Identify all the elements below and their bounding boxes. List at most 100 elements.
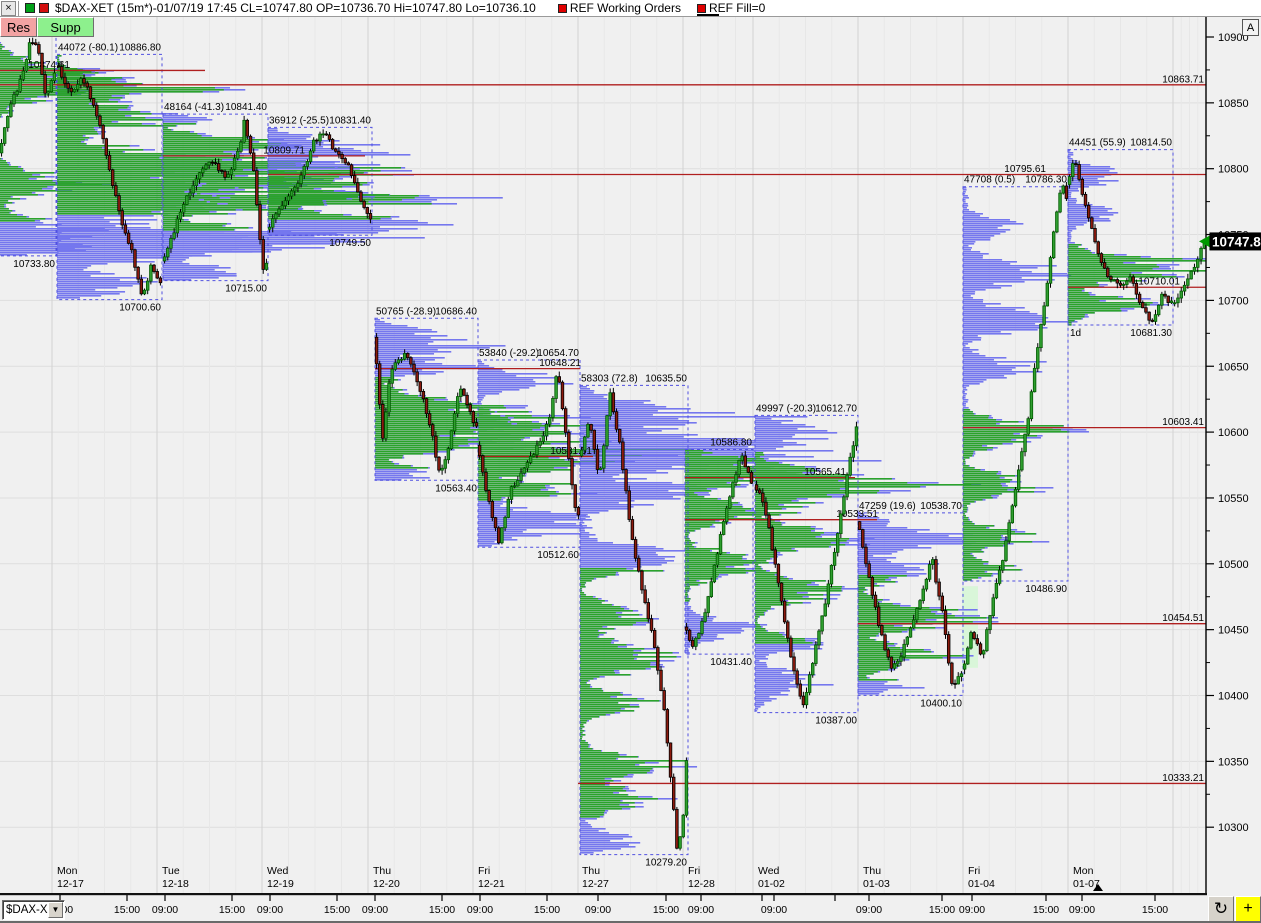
svg-text:01-02: 01-02 [758,878,785,890]
chevron-down-icon[interactable]: ▼ [48,902,63,918]
svg-text:12-19: 12-19 [267,878,294,890]
svg-text:10565.41: 10565.41 [804,467,846,478]
svg-text:10635.50: 10635.50 [645,373,687,384]
svg-text:10400: 10400 [1218,691,1249,703]
svg-text:10654.70: 10654.70 [537,348,579,359]
svg-text:47259 (19.6): 47259 (19.6) [859,501,916,512]
svg-text:Tue: Tue [162,865,180,877]
svg-text:50765 (-28.9): 50765 (-28.9) [376,306,436,317]
close-icon[interactable]: × [1,0,16,16]
svg-text:Wed: Wed [267,865,289,877]
svg-text:09:00: 09:00 [856,904,882,916]
svg-text:01-07: 01-07 [1073,878,1100,890]
svg-text:36912 (-25.5): 36912 (-25.5) [269,115,329,126]
svg-text:10581.51: 10581.51 [550,446,592,457]
svg-text:Thu: Thu [373,865,391,877]
ref-fill-underline [696,14,719,16]
svg-text:44451 (55.9): 44451 (55.9) [1069,138,1126,149]
svg-text:12-17: 12-17 [57,878,84,890]
svg-text:Fri: Fri [688,865,700,877]
auto-scale-button[interactable]: A [1242,19,1259,36]
svg-text:09:00: 09:00 [152,904,178,916]
refresh-icon: ↻ [1213,899,1229,918]
svg-text:Wed: Wed [758,865,780,877]
chart-title: $DAX-XET (15m*)-01/07/19 17:45 CL=10747.… [55,1,536,15]
svg-text:10454.51: 10454.51 [1162,613,1204,624]
resistance-button[interactable]: Res [0,17,37,37]
svg-text:09:00: 09:00 [467,904,493,916]
svg-text:10533.51: 10533.51 [836,509,878,520]
support-button[interactable]: Supp [37,17,94,37]
svg-text:10500: 10500 [1218,559,1249,571]
svg-text:09:00: 09:00 [585,904,611,916]
legend-ref-fill-label: REF Fill=0 [708,1,766,15]
reference-lines: 10874.61 10863.71 10809.71 10795.61 10648.21… [0,60,1206,785]
working-orders-color-icon [557,3,567,13]
svg-text:12-18: 12-18 [162,878,189,890]
svg-text:10814.50: 10814.50 [1130,138,1172,149]
svg-text:09:00: 09:00 [959,904,985,916]
svg-text:10841.40: 10841.40 [225,102,267,113]
legend-working-orders: REF Working Orders [557,1,681,15]
svg-text:09:00: 09:00 [761,904,787,916]
price-axis[interactable]: 10300 10350 10400 10450 10500 10550 10600 10650… [1205,17,1261,895]
symbol-value: $DAX-XE [6,904,48,916]
last-price-marker: 10747.81 [1199,232,1261,251]
legend-working-orders-label: REF Working Orders [569,1,681,15]
svg-text:09:00: 09:00 [362,904,388,916]
legend-ref-fill: REF Fill=0 [696,1,766,16]
gap-marker [962,586,978,668]
candlesticks [0,37,1206,851]
svg-text:10648.21: 10648.21 [539,358,581,369]
svg-text:15:00: 15:00 [114,904,140,916]
svg-text:48164 (-41.3): 48164 (-41.3) [164,102,224,113]
svg-text:10600: 10600 [1218,427,1249,439]
svg-text:12-27: 12-27 [582,878,609,890]
svg-text:10733.80: 10733.80 [13,259,55,270]
svg-text:10700.60: 10700.60 [119,303,161,314]
zoom-in-button[interactable]: + [1235,896,1261,922]
svg-text:01-03: 01-03 [863,878,890,890]
symbol-dropdown[interactable]: $DAX-XE ▼ [2,900,65,920]
svg-text:10749.50: 10749.50 [329,238,371,249]
svg-text:10300: 10300 [1218,822,1249,834]
svg-text:10681.30: 10681.30 [1130,328,1172,339]
time-axis[interactable]: Mon12-17Tue12-18Wed12-19Thu12-20Fri12-21… [0,865,1261,923]
svg-text:12-20: 12-20 [373,878,400,890]
svg-text:10850: 10850 [1218,98,1249,110]
svg-text:10450: 10450 [1218,625,1249,637]
svg-text:12-21: 12-21 [478,878,505,890]
titlebar-separator [18,0,19,16]
svg-text:44072 (-80.1): 44072 (-80.1) [58,42,118,53]
svg-text:10563.40: 10563.40 [435,483,477,494]
svg-text:15:00: 15:00 [1033,904,1059,916]
svg-text:10786.30: 10786.30 [1025,175,1067,186]
svg-text:10874.61: 10874.61 [28,60,70,71]
svg-text:09:00: 09:00 [257,904,283,916]
svg-text:12-28: 12-28 [688,878,715,890]
buy-status-icon [25,3,35,13]
svg-text:01-04: 01-04 [968,878,995,890]
svg-text:10333.21: 10333.21 [1162,773,1204,784]
svg-text:10612.70: 10612.70 [815,403,857,414]
svg-text:15:00: 15:00 [429,904,455,916]
svg-text:10686.40: 10686.40 [435,306,477,317]
svg-text:10279.20: 10279.20 [645,858,687,869]
svg-text:Mon: Mon [1073,865,1094,877]
chart-titlebar: × $DAX-XET (15m*)-01/07/19 17:45 CL=1074… [0,0,1261,17]
svg-text:09:00: 09:00 [1069,904,1095,916]
svg-text:10715.00: 10715.00 [225,284,267,295]
svg-text:58303 (72.8): 58303 (72.8) [581,373,638,384]
refresh-button[interactable]: ↻ [1208,896,1234,922]
window-bottom-edge [0,921,1261,923]
svg-text:10538.70: 10538.70 [920,501,962,512]
svg-text:15:00: 15:00 [219,904,245,916]
svg-text:10603.41: 10603.41 [1162,417,1204,428]
svg-text:10650: 10650 [1218,361,1249,373]
svg-text:10486.90: 10486.90 [1025,584,1067,595]
svg-text:49997 (-20.3): 49997 (-20.3) [756,403,816,414]
svg-text:Thu: Thu [582,865,600,877]
svg-text:10900: 10900 [1218,32,1249,44]
sell-status-icon [39,3,49,13]
